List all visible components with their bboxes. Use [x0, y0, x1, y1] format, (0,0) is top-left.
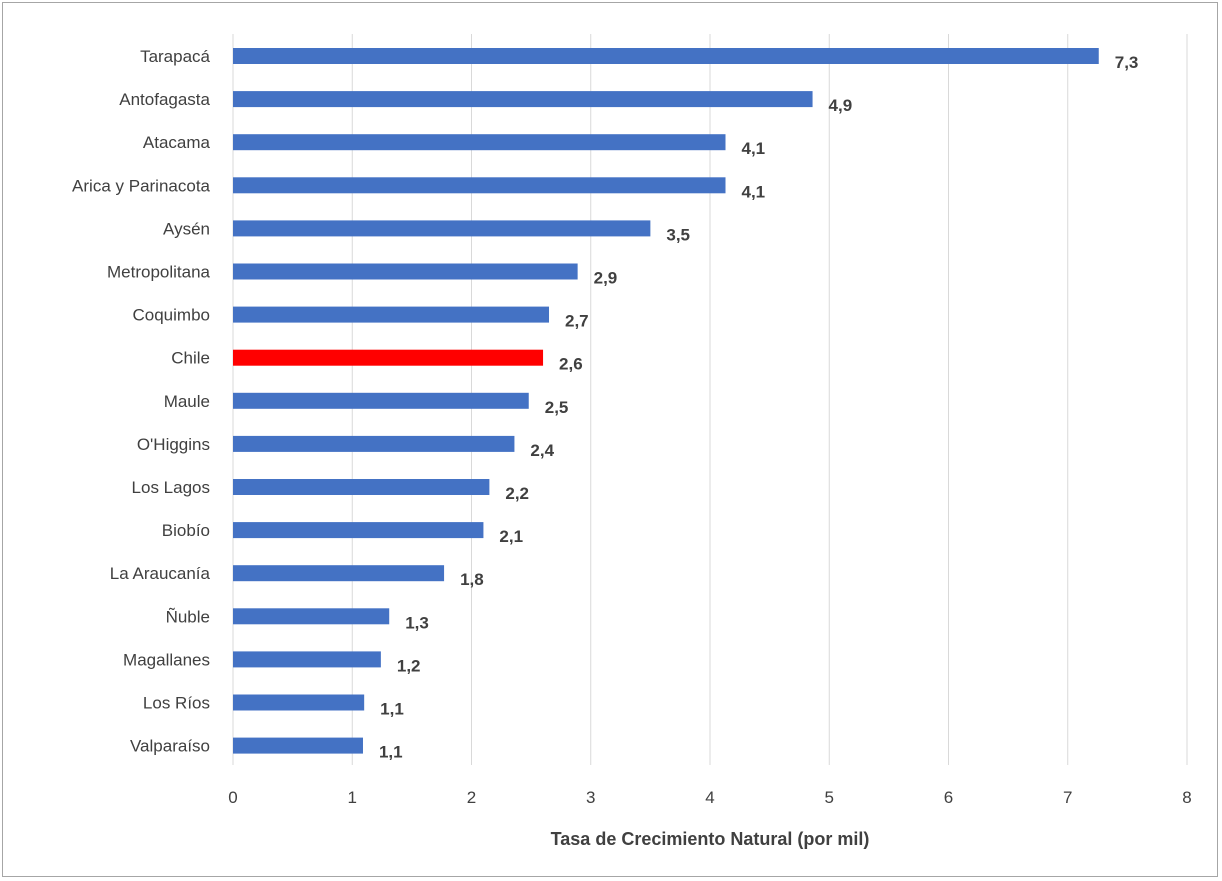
x-tick-label: 5 — [825, 788, 834, 807]
bar-metropolitana — [233, 263, 578, 280]
data-label: 4,1 — [742, 182, 766, 201]
category-label: Antofagasta — [119, 90, 210, 109]
data-label: 1,1 — [380, 700, 404, 719]
x-tick-label: 6 — [944, 788, 953, 807]
category-label: Arica y Parinacota — [72, 176, 210, 195]
bar-biobío — [233, 522, 484, 539]
bar-maule — [233, 392, 529, 409]
data-label: 2,6 — [559, 355, 583, 374]
category-label: Coquimbo — [133, 306, 211, 325]
bar-ñuble — [233, 608, 390, 625]
bar-la-araucanía — [233, 565, 445, 582]
bar-aysén — [233, 220, 651, 237]
bar-antofagasta — [233, 91, 813, 108]
bar-valparaíso — [233, 737, 363, 754]
data-label: 2,9 — [594, 269, 618, 288]
data-labels: 7,3 4,9 4,1 4,1 3,5 2,9 2,7 2,6 2,5 2,4 2,2 2,1 1,8 1… — [379, 53, 1138, 762]
data-label: 4,1 — [742, 139, 766, 158]
data-label: 7,3 — [1115, 53, 1139, 72]
gridlines — [232, 34, 1188, 765]
x-tick-label: 1 — [348, 788, 357, 807]
data-label: 1,3 — [405, 613, 429, 632]
category-label: O'Higgins — [137, 435, 210, 454]
category-label: Los Lagos — [132, 478, 210, 497]
category-label: Maule — [164, 392, 210, 411]
bar-atacama — [233, 134, 726, 151]
x-axis-title: Tasa de Crecimiento Natural (por mil) — [551, 829, 870, 849]
bar-los-lagos — [233, 479, 490, 495]
category-label: Metropolitana — [107, 263, 211, 282]
x-tick-labels: 0 1 2 3 4 5 6 7 8 — [228, 788, 1191, 807]
data-label: 2,1 — [499, 527, 523, 546]
x-tick-label: 3 — [586, 788, 595, 807]
x-tick-label: 8 — [1182, 788, 1191, 807]
bar-los-ríos — [233, 694, 365, 711]
x-tick-label: 7 — [1063, 788, 1072, 807]
data-label: 2,5 — [545, 398, 569, 417]
category-label: La Araucanía — [110, 564, 211, 583]
x-tick-label: 2 — [467, 788, 476, 807]
data-label: 3,5 — [666, 225, 690, 244]
x-tick-label: 4 — [705, 788, 714, 807]
bars — [233, 48, 1099, 754]
category-label: Ñuble — [166, 607, 210, 626]
data-label: 2,7 — [565, 312, 589, 331]
bar-tarapacá — [233, 48, 1099, 64]
data-label: 1,2 — [397, 656, 421, 675]
data-label: 2,4 — [530, 441, 554, 460]
bar-o-higgins — [233, 435, 515, 452]
data-label: 1,8 — [460, 570, 484, 589]
category-label: Biobío — [162, 521, 210, 540]
bar-magallanes — [233, 651, 381, 668]
bar-arica-y-parinacota — [233, 177, 726, 194]
category-label: Tarapacá — [140, 47, 210, 66]
category-label: Aysén — [163, 219, 210, 238]
category-label: Valparaíso — [130, 737, 210, 756]
category-labels: Tarapacá Antofagasta Atacama Arica y Parina… — [72, 47, 210, 756]
bar-coquimbo — [233, 306, 550, 323]
x-tick-label: 0 — [228, 788, 237, 807]
data-label: 1,1 — [379, 743, 403, 762]
category-label: Magallanes — [123, 650, 210, 669]
bar-chile — [233, 349, 544, 366]
category-label: Chile — [171, 349, 210, 368]
category-label: Los Ríos — [143, 694, 210, 713]
data-label: 2,2 — [505, 484, 529, 503]
category-label: Atacama — [143, 133, 211, 152]
data-label: 4,9 — [829, 96, 853, 115]
